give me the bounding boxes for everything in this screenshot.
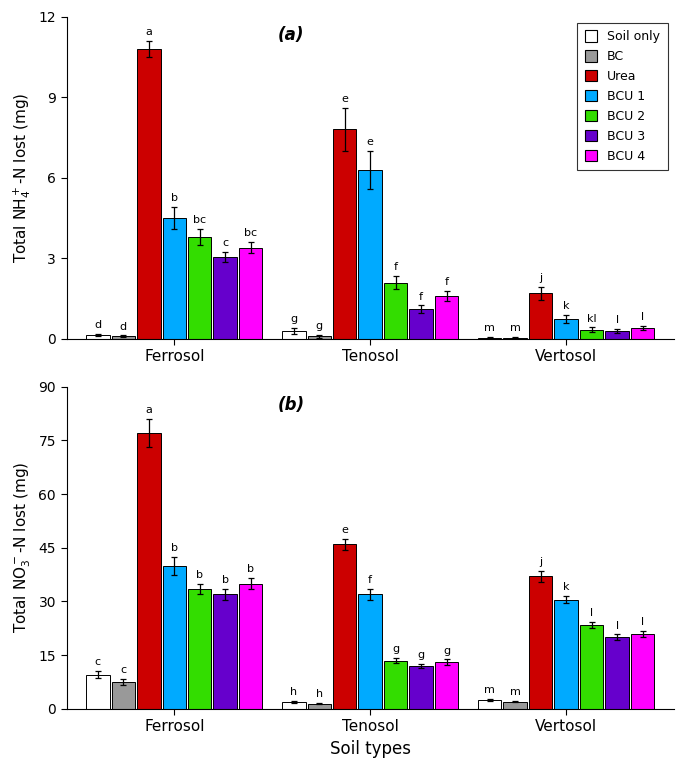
Bar: [137, 49, 160, 339]
Text: f: f: [394, 262, 398, 272]
Text: f: f: [445, 277, 449, 287]
Text: m: m: [510, 323, 521, 333]
Text: l: l: [616, 315, 619, 325]
Bar: [239, 248, 262, 339]
Text: (b): (b): [277, 396, 305, 414]
Bar: [358, 170, 382, 339]
Text: e: e: [341, 94, 348, 104]
Text: c: c: [222, 238, 228, 248]
Bar: [384, 282, 408, 339]
Text: h: h: [316, 689, 323, 699]
Bar: [188, 237, 212, 339]
Bar: [188, 589, 212, 709]
Bar: [333, 544, 356, 709]
Bar: [580, 330, 603, 339]
Text: bc: bc: [244, 228, 258, 238]
Text: k: k: [563, 582, 569, 592]
Bar: [554, 319, 578, 339]
Bar: [631, 328, 654, 339]
Bar: [112, 682, 135, 709]
Text: e: e: [341, 525, 348, 535]
Y-axis label: Total NH$_4^+$-N lost (mg): Total NH$_4^+$-N lost (mg): [11, 92, 33, 263]
Bar: [239, 584, 262, 709]
Bar: [410, 309, 433, 339]
Legend: Soil only, BC, Urea, BCU 1, BCU 2, BCU 3, BCU 4: Soil only, BC, Urea, BCU 1, BCU 2, BCU 3…: [577, 23, 668, 170]
Text: j: j: [539, 558, 543, 568]
Text: m: m: [510, 687, 521, 697]
Bar: [86, 675, 110, 709]
Bar: [606, 331, 629, 339]
Bar: [606, 638, 629, 709]
Text: l: l: [641, 312, 644, 322]
Bar: [554, 600, 578, 709]
Bar: [137, 433, 160, 709]
Bar: [358, 594, 382, 709]
Text: h: h: [290, 687, 297, 697]
Text: g: g: [392, 644, 399, 654]
Text: f: f: [369, 575, 372, 585]
Text: d: d: [120, 321, 127, 331]
Bar: [529, 577, 552, 709]
Bar: [214, 257, 237, 339]
Bar: [478, 338, 501, 339]
Text: a: a: [145, 27, 152, 37]
Text: l: l: [641, 617, 644, 627]
Bar: [435, 662, 458, 709]
Text: g: g: [418, 651, 425, 661]
Text: f: f: [419, 291, 423, 301]
Text: e: e: [366, 137, 373, 147]
Text: b: b: [222, 575, 229, 585]
Bar: [503, 702, 527, 709]
Bar: [282, 331, 306, 339]
Bar: [384, 661, 408, 709]
X-axis label: Soil types: Soil types: [329, 740, 411, 758]
Text: kl: kl: [587, 314, 597, 324]
Bar: [308, 704, 331, 709]
Text: l: l: [590, 608, 593, 618]
Bar: [112, 336, 135, 339]
Bar: [435, 296, 458, 339]
Text: g: g: [316, 321, 323, 331]
Bar: [410, 666, 433, 709]
Bar: [503, 338, 527, 339]
Text: b: b: [171, 543, 178, 553]
Bar: [162, 218, 186, 339]
Text: l: l: [616, 621, 619, 631]
Text: c: c: [121, 665, 127, 675]
Text: bc: bc: [193, 215, 206, 225]
Bar: [333, 129, 356, 339]
Bar: [631, 634, 654, 709]
Text: g: g: [443, 646, 450, 656]
Bar: [86, 335, 110, 339]
Bar: [282, 702, 306, 709]
Bar: [162, 566, 186, 709]
Text: k: k: [563, 301, 569, 311]
Bar: [478, 700, 501, 709]
Text: a: a: [145, 405, 152, 415]
Bar: [580, 624, 603, 709]
Bar: [214, 594, 237, 709]
Bar: [529, 293, 552, 339]
Bar: [308, 336, 331, 339]
Text: d: d: [95, 320, 101, 330]
Text: b: b: [171, 194, 178, 204]
Text: m: m: [484, 685, 495, 695]
Text: b: b: [247, 564, 254, 574]
Y-axis label: Total NO$_3^-$-N lost (mg): Total NO$_3^-$-N lost (mg): [12, 462, 33, 634]
Text: m: m: [484, 323, 495, 333]
Text: b: b: [196, 570, 203, 580]
Text: c: c: [95, 657, 101, 667]
Text: (a): (a): [278, 26, 305, 45]
Text: j: j: [539, 273, 543, 283]
Text: g: g: [290, 315, 297, 325]
